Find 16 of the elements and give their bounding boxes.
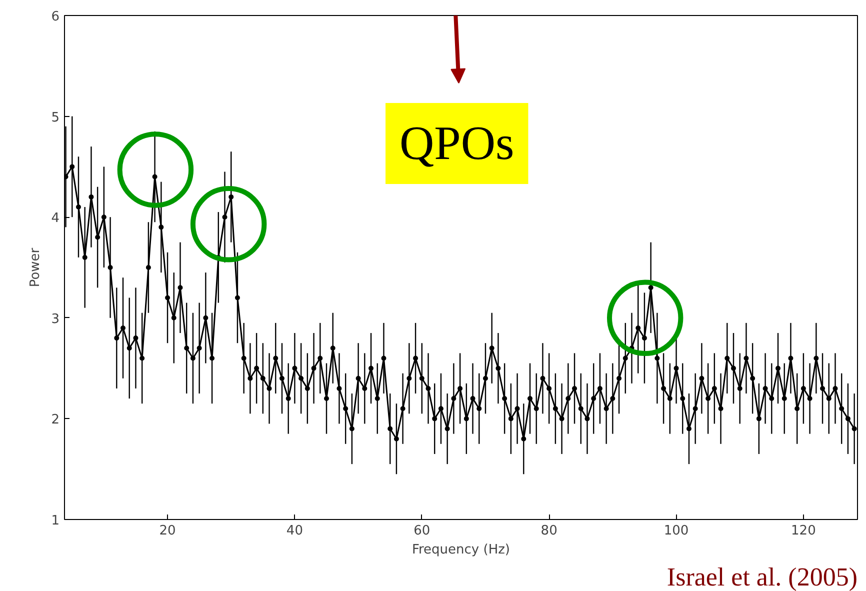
y-tick-label: 4 — [51, 211, 60, 226]
y-tick-label: 3 — [51, 312, 60, 327]
y-tick-label: 2 — [51, 412, 60, 428]
x-tick-label: 60 — [414, 524, 430, 538]
x-tick-label: 20 — [159, 524, 176, 538]
y-axis-title: Power — [28, 247, 44, 288]
y-tick-label: 6 — [51, 10, 60, 24]
text: Israel et al. (2005) — [666, 562, 858, 591]
x-axis-title: Frequency (Hz) — [412, 542, 510, 558]
x-tick-label: 40 — [286, 524, 303, 538]
x-tick-label: 100 — [664, 524, 689, 538]
x-tick-label: 80 — [540, 524, 558, 538]
y-tick-label: 5 — [51, 110, 60, 126]
annotation: QPOs — [400, 117, 514, 170]
y-tick-label: 1 — [51, 514, 60, 528]
x-tick-label: 120 — [791, 524, 816, 538]
